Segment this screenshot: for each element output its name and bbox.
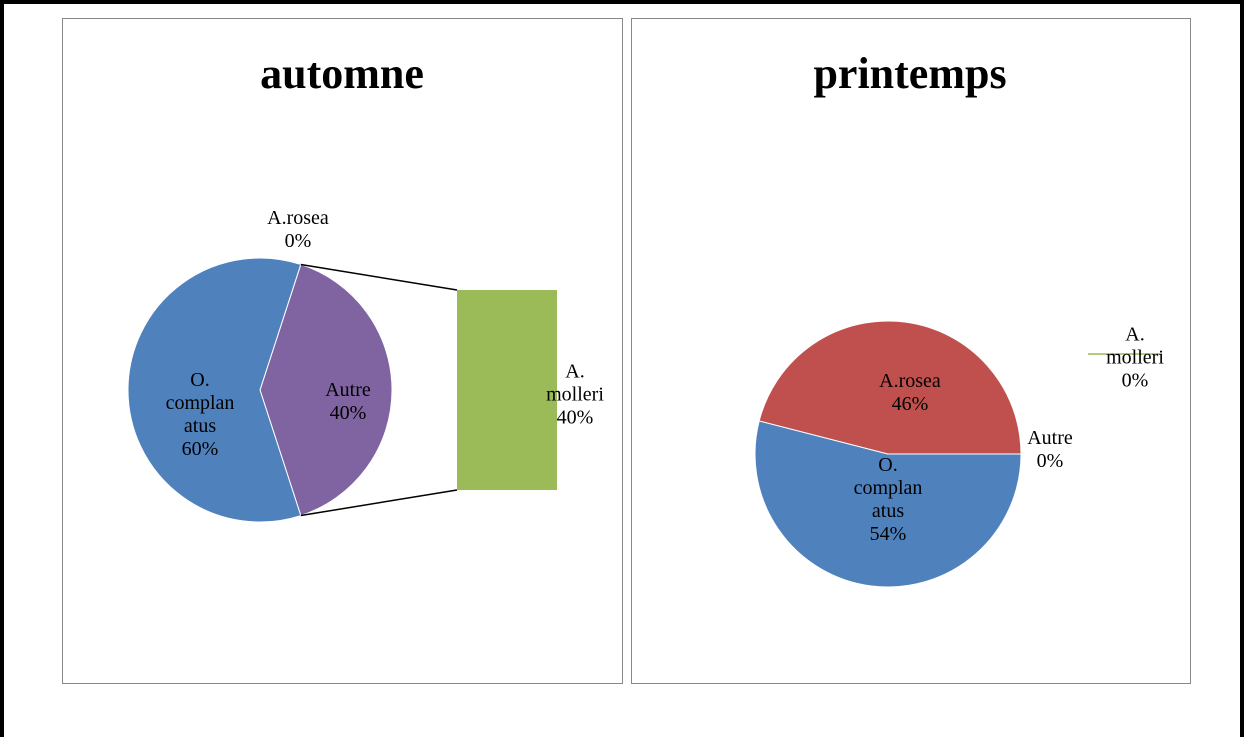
label-value: 40% [329, 402, 367, 424]
label-value: 0% [284, 230, 312, 252]
chart-title: printemps [813, 49, 1007, 98]
data-label: A.rosea 0% [262, 207, 334, 253]
label-value: 46% [891, 393, 929, 415]
label-name: Autre [325, 379, 371, 401]
label-name: A. molleri [546, 360, 604, 406]
pie-slice [754, 420, 1022, 588]
pie-slice [259, 263, 393, 517]
label-name: A. molleri [1106, 323, 1164, 369]
label-value: 0% [1121, 369, 1149, 392]
data-label: Autre 40% [312, 379, 384, 425]
label-name: Autre [1027, 427, 1073, 449]
label-value: 40% [556, 406, 594, 429]
pie-slice [758, 320, 1022, 455]
data-label: O. complanatus 60% [164, 369, 236, 461]
chart-title: automne [260, 49, 424, 98]
data-label: A. molleri 0% [1099, 324, 1171, 393]
data-label: A. molleri 40% [539, 361, 611, 430]
connector-line [300, 263, 458, 291]
chart-panel [631, 18, 1191, 684]
label-value: 0% [1036, 450, 1064, 472]
bar-segment [457, 290, 557, 490]
label-name: O. complanatus [853, 454, 923, 522]
label-value: 54% [869, 523, 907, 545]
label-name: O. complanatus [165, 369, 235, 437]
data-label: O. complanatus 54% [852, 454, 924, 546]
data-label: Autre 0% [1014, 427, 1086, 473]
pie-slice [127, 257, 302, 523]
chart-panel [62, 18, 623, 684]
label-value: 60% [181, 438, 219, 460]
label-name: A.rosea [267, 207, 329, 229]
data-label: A.rosea 46% [874, 370, 946, 416]
label-name: A.rosea [879, 370, 941, 392]
connector-line [300, 489, 458, 517]
